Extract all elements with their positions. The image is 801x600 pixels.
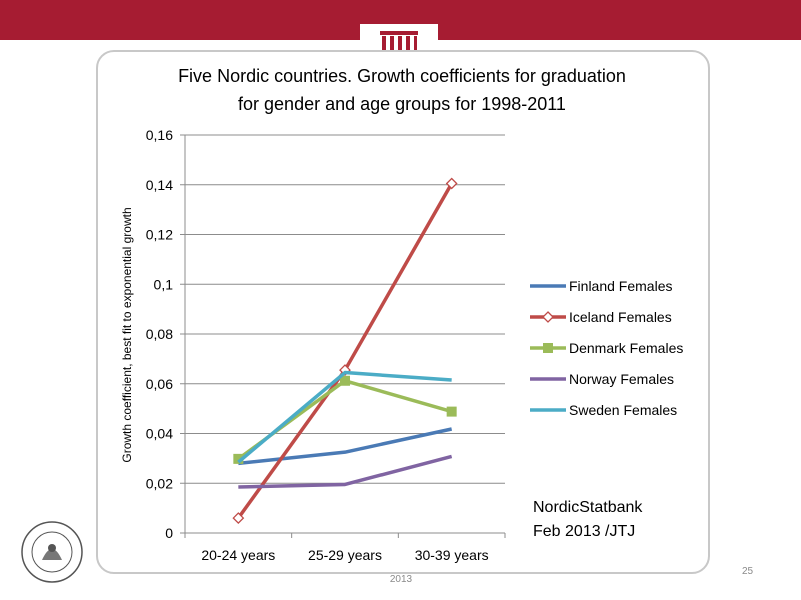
legend-label-denmark-females: Denmark Females [569,340,683,356]
y-tick-label: 0,02 [146,475,173,491]
legend-marker-denmark-females [543,343,553,353]
university-seal-icon [21,521,83,583]
page-number: 25 [741,566,754,577]
x-tick-label: 25-29 years [308,547,382,563]
data-point-denmark-females [340,375,350,386]
y-tick-label: 0,16 [146,127,173,143]
data-point-iceland-females [232,512,245,524]
legend-label-sweden-females: Sweden Females [569,402,677,418]
y-tick-label: 0,08 [146,326,173,342]
source-annotation-line-1: NordicStatbank [533,499,643,516]
source-annotation-line-2: Feb 2013 /JTJ [533,523,635,540]
y-tick-label: 0,14 [146,177,173,193]
y-axis-label: Growth coefficient, best fit to exponent… [120,207,134,462]
y-tick-label: 0,12 [146,227,173,243]
data-point-denmark-females [446,406,457,417]
chart-title-line-2: for gender and age groups for 1998-2011 [238,94,566,114]
chart-frame [96,50,710,574]
series-line-denmark-females [237,379,453,461]
university-logo [360,24,438,54]
series-line-norway-females [238,454,453,489]
series-line-finland-females [238,427,453,466]
x-tick-label: 30-39 years [415,547,489,563]
x-tick-label: 20-24 years [201,547,275,563]
y-tick-label: 0,1 [154,276,174,292]
data-point-denmark-females [233,453,244,464]
y-tick-label: 0 [165,525,173,541]
data-point-iceland-females [445,177,458,190]
series-line-sweden-females [237,370,452,464]
legend-label-finland-females: Finland Females [569,278,673,294]
series-line-iceland-females [236,182,454,520]
y-tick-label: 0,06 [146,376,173,392]
legend-label-iceland-females: Iceland Females [569,309,672,325]
chart-title-line-1: Five Nordic countries. Growth coefficien… [178,66,626,86]
y-tick-label: 0,04 [146,426,173,442]
legend-marker-iceland-females [542,311,554,323]
footer-year: 2013 [389,574,413,585]
legend-label-norway-females: Norway Females [569,371,674,387]
